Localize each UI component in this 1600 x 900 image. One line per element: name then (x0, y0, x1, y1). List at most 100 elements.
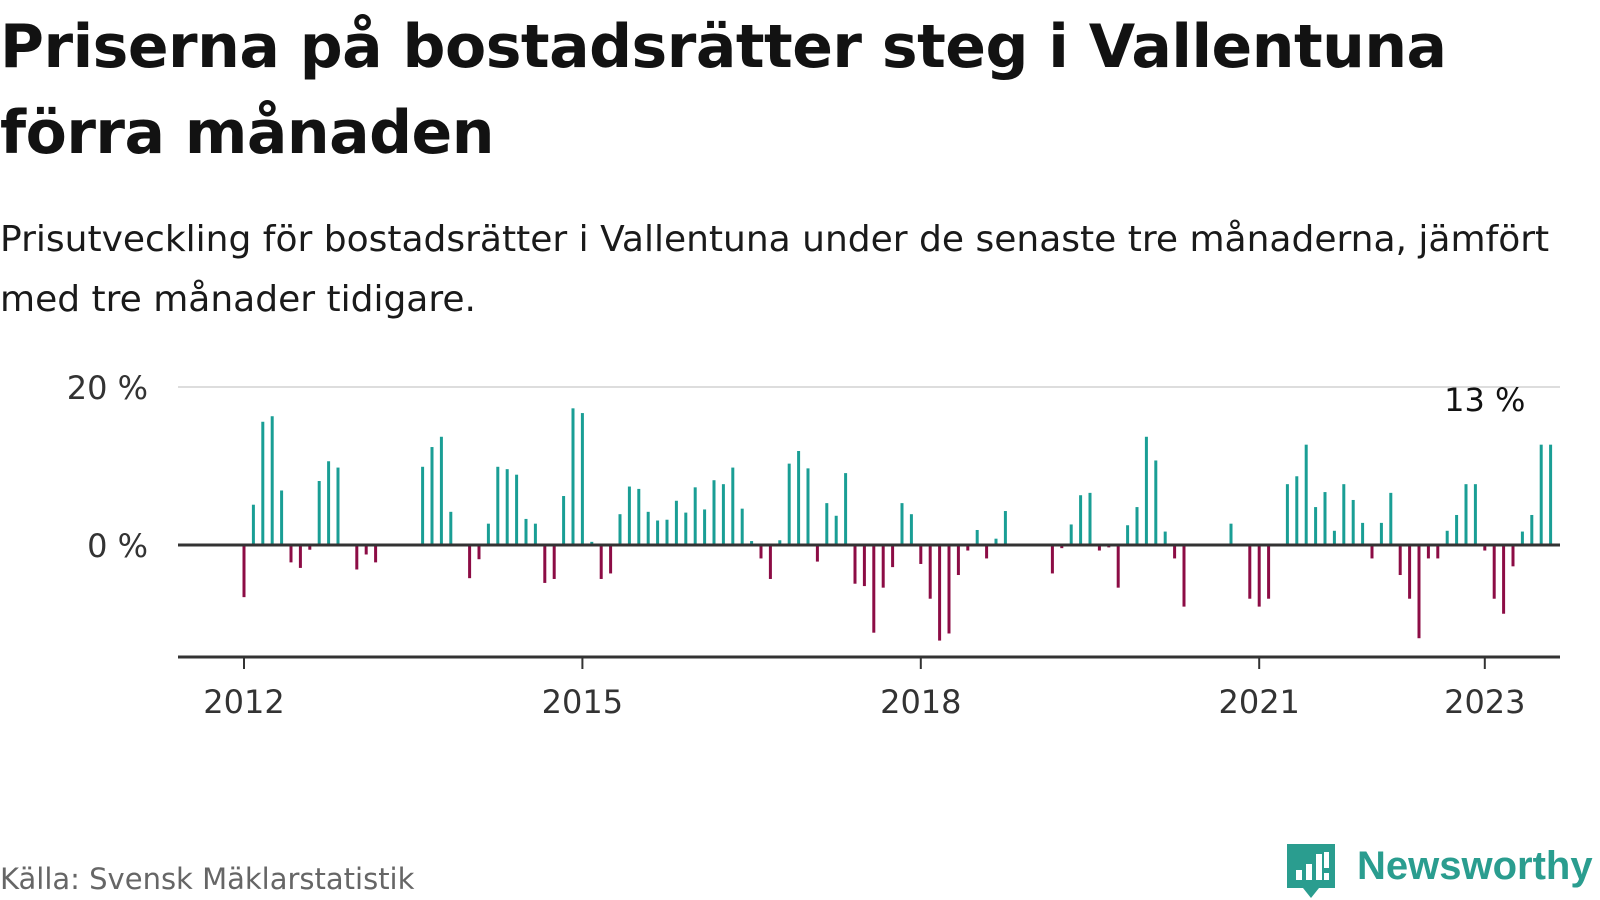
bars-layer (242, 408, 1553, 641)
axis-layer: 0 % 20 % 2012 2015 2018 2021 2023 13 % (67, 369, 1560, 721)
bar (693, 487, 697, 545)
y-tick-label: 20 % (67, 369, 148, 407)
bar (646, 511, 650, 545)
bar (797, 450, 801, 545)
bar (515, 474, 519, 545)
bar-chart: 0 % 20 % 2012 2015 2018 2021 2023 13 % (67, 369, 1560, 721)
bar (364, 545, 368, 555)
bar (1173, 545, 1177, 559)
bar (712, 480, 716, 545)
bar (336, 467, 340, 545)
brand-name: Newsworthy (1357, 844, 1593, 888)
bar (374, 545, 378, 563)
bar (505, 469, 509, 545)
bar (881, 545, 885, 588)
bar (543, 545, 547, 583)
bar (721, 484, 725, 545)
bar (1248, 545, 1252, 599)
bar (1314, 507, 1318, 545)
bar (985, 545, 989, 559)
bar (1182, 545, 1186, 607)
source-note: Källa: Svensk Mäklarstatistik (0, 862, 415, 896)
x-tick-label: 2012 (203, 683, 284, 721)
bar (618, 514, 622, 545)
bar (1417, 545, 1421, 639)
bar (449, 511, 453, 545)
bar (1464, 484, 1468, 545)
bar (778, 540, 782, 545)
bar (1332, 530, 1336, 545)
bar (938, 545, 942, 641)
bar (947, 545, 951, 634)
bar (1079, 495, 1083, 545)
bar (580, 413, 584, 545)
x-tick-label: 2018 (880, 683, 961, 721)
bar (928, 545, 932, 599)
bar (909, 514, 913, 545)
page-title: Priserna på bostadsrätter steg i Vallent… (0, 12, 1447, 168)
bar (270, 416, 274, 545)
bar (815, 545, 819, 562)
bar (430, 447, 434, 545)
bar (1285, 484, 1289, 545)
bar (1502, 545, 1506, 614)
bar (242, 545, 246, 598)
bar (1304, 444, 1308, 545)
bar (355, 545, 359, 570)
bar (1267, 545, 1271, 599)
bar (1295, 476, 1299, 545)
bar (251, 504, 255, 545)
bar (524, 518, 528, 545)
newsworthy-logo-icon (1287, 844, 1335, 898)
page-subtitle: Prisutveckling för bostadsrätter i Valle… (0, 219, 1550, 320)
bar (975, 529, 979, 545)
bar (1520, 531, 1524, 545)
bar (590, 541, 594, 545)
bar (599, 545, 603, 579)
bar (834, 515, 838, 545)
bar (552, 545, 556, 579)
bar (1361, 522, 1365, 545)
bar (1163, 531, 1167, 545)
bar (1492, 545, 1496, 599)
bar (768, 545, 772, 579)
bar (1050, 545, 1054, 574)
bar (1511, 545, 1515, 567)
bar (656, 520, 660, 545)
bar (1144, 436, 1148, 545)
bar (1549, 444, 1553, 545)
bar (703, 509, 707, 545)
bar (872, 545, 876, 633)
bar (1483, 545, 1487, 551)
bar (317, 481, 321, 545)
bar (298, 545, 302, 568)
bar (1436, 545, 1440, 559)
bar (1069, 524, 1073, 545)
bar (609, 545, 613, 574)
bar (421, 466, 425, 545)
bar (853, 545, 857, 584)
bar (1389, 492, 1393, 545)
bar (684, 512, 688, 545)
bar (637, 488, 641, 545)
y-tick-label: 0 % (87, 527, 148, 565)
bar (468, 545, 472, 579)
bar (1116, 545, 1120, 588)
bar (1426, 545, 1430, 559)
bar (1379, 522, 1383, 545)
bar (439, 436, 443, 545)
bar (1257, 545, 1261, 607)
bar (571, 408, 575, 545)
bar (280, 490, 284, 545)
bar (261, 421, 265, 545)
bar (1398, 545, 1402, 576)
bar (1088, 492, 1092, 545)
bar (891, 545, 895, 568)
latest-value-label: 13 % (1444, 381, 1525, 419)
bar (759, 545, 763, 559)
bar (1342, 484, 1346, 545)
bar (1530, 514, 1534, 545)
bar (1473, 484, 1477, 545)
bar (1135, 507, 1139, 545)
bar (750, 541, 754, 545)
